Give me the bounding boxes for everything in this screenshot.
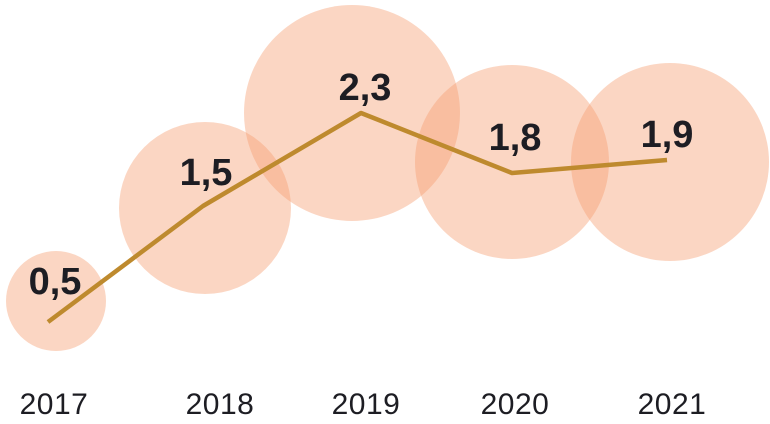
year-label-2020: 2020	[481, 388, 550, 421]
year-label-2018: 2018	[186, 388, 255, 421]
value-label-2020: 1,8	[489, 117, 542, 159]
bubble-2019	[244, 5, 460, 221]
year-label-2019: 2019	[332, 388, 401, 421]
year-label-2017: 2017	[20, 388, 89, 421]
year-label-2021: 2021	[638, 388, 707, 421]
value-label-2018: 1,5	[180, 152, 233, 194]
value-label-2017: 0,5	[29, 261, 82, 303]
value-label-2021: 1,9	[641, 114, 694, 156]
value-label-2019: 2,3	[339, 67, 392, 109]
bubble-2017	[6, 251, 106, 351]
bubble-2018	[119, 122, 291, 294]
trend-line	[46, 110, 668, 324]
bubble-2021	[571, 63, 769, 261]
bubble-2020	[415, 65, 609, 259]
